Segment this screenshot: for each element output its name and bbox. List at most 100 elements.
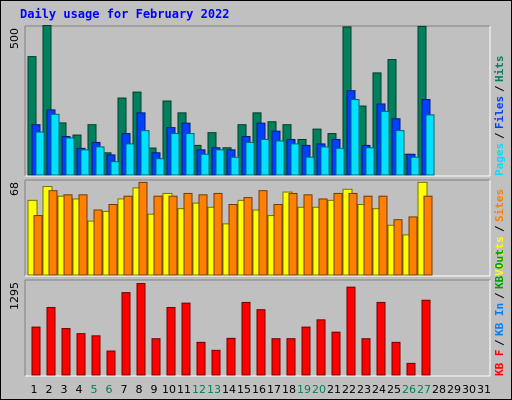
bar-visits-sites-day-24 [378,195,388,276]
legend-separator: / [493,132,506,139]
bar-kbytes-kb-f-day-20 [316,319,326,376]
legend-hits-pages: Pages [493,143,506,176]
bar-visits-sites-day-14 [228,204,238,276]
bar-hits-pages-day-17 [275,140,285,176]
bar-hits-pages-day-4 [80,149,90,176]
bar-kbytes-kb-f-day-4 [76,333,86,376]
bar-hits-pages-day-22 [350,99,360,176]
x-tick-label: 9 [151,383,158,396]
bar-visits-sites-day-6 [108,204,118,276]
bar-kbytes-kb-f-day-26 [406,362,416,376]
bar-visits-sites-day-15 [243,197,253,276]
bar-hits-pages-day-6 [110,161,120,176]
bar-visits-sites-day-10 [168,195,178,276]
legend-separator: / [493,339,506,346]
bar-visits-sites-day-26 [408,216,418,276]
bar-hits-pages-day-3 [65,137,75,176]
bar-hits-pages-day-7 [125,143,135,176]
x-tick-label: 15 [237,383,251,396]
bar-visits-sites-day-4 [78,194,88,276]
bar-kbytes-kb-f-day-9 [151,338,161,376]
bar-kbytes-kb-f-day-17 [271,338,281,376]
bar-visits-sites-day-13 [213,192,223,276]
x-tick-label: 14 [222,383,236,396]
ymax-label: 1295 [8,282,21,310]
x-tick-label: 6 [106,383,113,396]
bar-hits-pages-day-14 [230,156,240,176]
bar-hits-pages-day-5 [95,146,105,176]
x-tick-label: 19 [297,383,311,396]
legend-separator: / [493,225,506,232]
bar-hits-pages-day-24 [380,110,390,176]
bar-visits-sites-day-27 [423,195,433,276]
bar-kbytes-kb-f-day-21 [331,331,341,376]
bar-visits-sites-day-17 [273,204,283,276]
x-tick-label: 22 [342,383,356,396]
bar-hits-pages-day-26 [410,156,420,176]
x-tick-label: 11 [177,383,191,396]
bar-hits-pages-day-23 [365,147,375,176]
bar-hits-pages-day-2 [50,113,60,176]
bar-visits-sites-day-12 [198,194,208,276]
x-tick-label: 18 [282,383,296,396]
bar-visits-sites-day-7 [123,195,133,276]
x-tick-label: 21 [327,383,341,396]
bar-visits-sites-day-8 [138,181,148,276]
bar-kbytes-kb-f-day-25 [391,341,401,376]
bar-hits-pages-day-8 [140,130,150,176]
bar-visits-sites-day-2 [48,190,58,276]
bar-kbytes-kb-f-day-6 [106,350,116,376]
x-tick-label: 26 [402,383,416,396]
bar-kbytes-kb-f-day-8 [136,283,146,376]
bar-hits-pages-day-15 [245,141,255,176]
bar-visits-sites-day-5 [93,209,103,276]
bar-kbytes-kb-f-day-19 [301,326,311,376]
bar-hits-pages-day-18 [290,143,300,176]
bar-visits-sites-day-19 [303,194,313,276]
bar-kbytes-kb-f-day-22 [346,286,356,376]
bar-kbytes-kb-f-day-23 [361,338,371,376]
bar-hits-pages-day-13 [215,149,225,176]
bar-hits-pages-day-12 [200,153,210,176]
bar-visits-sites-day-9 [153,195,163,276]
x-tick-label: 16 [252,383,266,396]
x-tick-label: 1 [31,383,38,396]
bar-visits-sites-day-22 [348,192,358,276]
bar-kbytes-kb-f-day-11 [181,302,191,376]
bar-hits-pages-day-11 [185,133,195,176]
bar-visits-sites-day-11 [183,192,193,276]
bar-visits-sites-day-18 [288,192,298,276]
x-tick-label: 27 [417,383,431,396]
legend-kbytes-kb-f: KB F [493,350,506,377]
bar-kbytes-kb-f-day-2 [46,306,56,376]
bar-visits-sites-day-16 [258,190,268,276]
bar-kbytes-kb-f-day-13 [211,349,221,376]
bar-visits-sites-day-23 [363,195,373,276]
x-tick-label: 10 [162,383,176,396]
legend-separator: / [493,85,506,92]
legend-hits-files: Files [493,96,506,129]
x-tick-label: 30 [462,383,476,396]
x-tick-label: 23 [357,383,371,396]
legend-hits-hits: Hits [493,56,506,83]
x-tick-label: 25 [387,383,401,396]
x-tick-label: 31 [477,383,491,396]
bar-kbytes-kb-f-day-10 [166,306,176,376]
legend-visits-sites: Sites [493,189,506,222]
x-tick-label: 28 [432,383,446,396]
bar-visits-sites-day-3 [63,194,73,276]
bar-hits-pages-day-10 [170,133,180,176]
bar-visits-sites-day-25 [393,219,403,276]
x-tick-label: 29 [447,383,461,396]
ymax-label: 68 [8,182,21,196]
bar-kbytes-kb-f-day-16 [256,309,266,376]
bar-visits-sites-day-21 [333,192,343,276]
bar-kbytes-kb-f-day-18 [286,338,296,376]
bar-kbytes-kb-f-day-3 [61,328,71,376]
bar-kbytes-kb-f-day-1 [31,326,41,376]
bar-hits-pages-day-19 [305,156,315,176]
x-tick-label: 3 [61,383,68,396]
x-tick-label: 13 [207,383,221,396]
legend-separator: / [493,292,506,299]
